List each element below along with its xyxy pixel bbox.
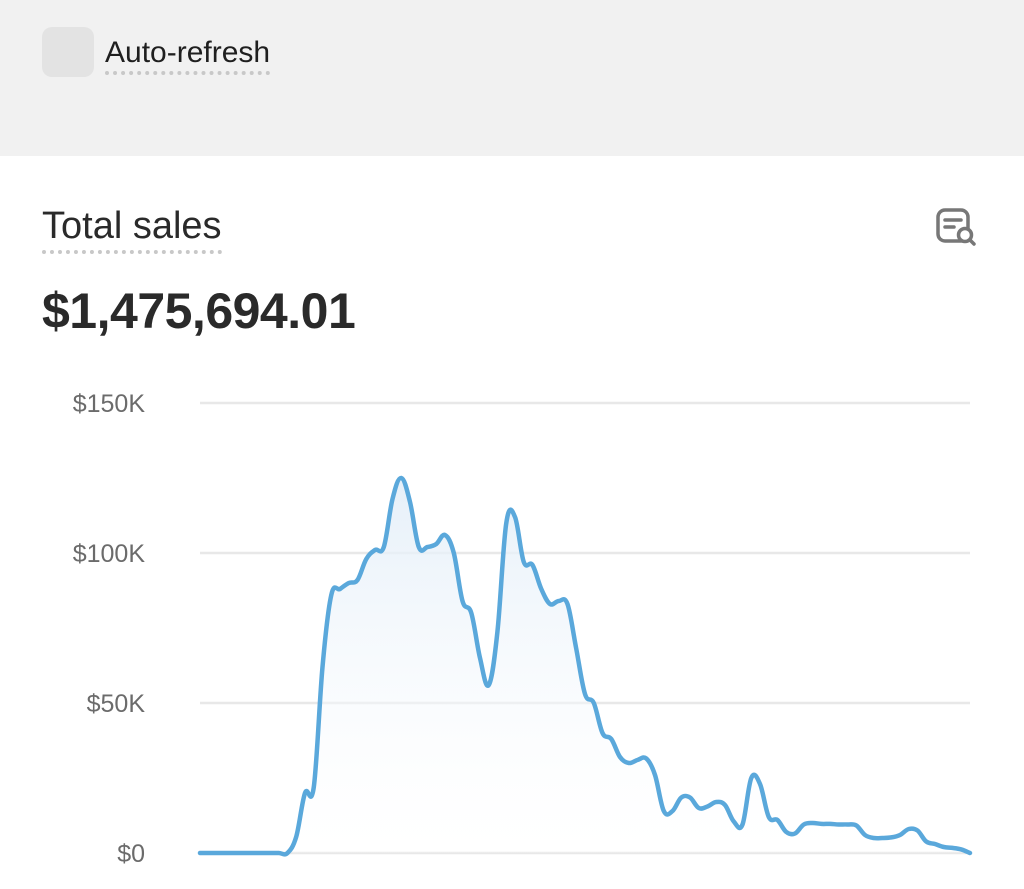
toolbar: Auto-refresh: [0, 0, 1024, 156]
sales-chart: $150K $100K $50K $0: [73, 390, 973, 868]
sales-card: Total sales $1,475,694.01 $150K $100K $50K…: [0, 156, 1024, 889]
y-tick-label: $0: [117, 840, 145, 868]
y-tick-label: $50K: [87, 690, 146, 718]
total-sales-value: $1,475,694.01: [42, 283, 356, 339]
sales-area-fill: [200, 477, 970, 855]
explore-data-icon[interactable]: [932, 204, 980, 252]
sales-line: [197, 475, 973, 857]
auto-refresh-checkbox[interactable]: [42, 27, 94, 77]
y-tick-label: $150K: [73, 390, 146, 418]
y-tick-label: $100K: [73, 540, 146, 568]
explore-data-icon-svg: [936, 208, 976, 246]
auto-refresh-label[interactable]: Auto-refresh: [105, 36, 271, 75]
card-title[interactable]: Total sales: [42, 204, 222, 254]
